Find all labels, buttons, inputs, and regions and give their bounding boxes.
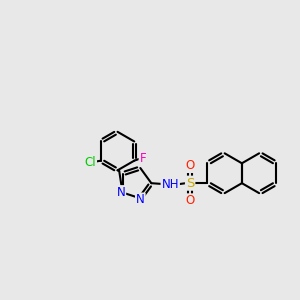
Text: NH: NH [161,178,179,191]
Text: Cl: Cl [85,156,96,169]
Text: O: O [185,159,195,172]
Text: S: S [186,177,194,190]
Text: O: O [185,194,195,207]
Text: N: N [136,194,145,206]
Text: N: N [116,186,125,199]
Text: F: F [140,152,146,164]
